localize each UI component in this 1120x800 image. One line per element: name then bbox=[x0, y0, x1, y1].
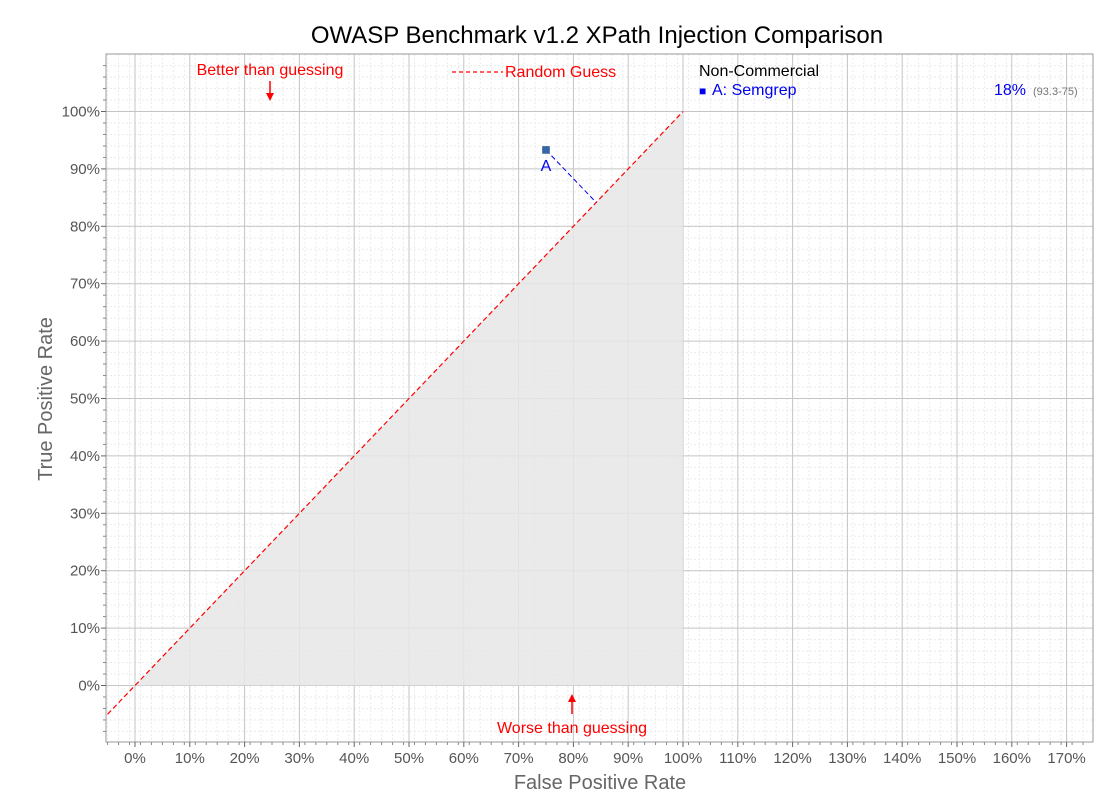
legend-entry-label: A: Semgrep bbox=[712, 82, 797, 99]
better-than-guessing-label: Better than guessing bbox=[197, 62, 344, 79]
x-tick-label: 130% bbox=[828, 750, 866, 767]
y-tick-label: 60% bbox=[70, 333, 100, 350]
x-tick-label: 70% bbox=[504, 750, 534, 767]
y-tick-label: 30% bbox=[70, 505, 100, 522]
x-axis-label: False Positive Rate bbox=[514, 772, 686, 794]
x-tick-label: 40% bbox=[339, 750, 369, 767]
up-arrow-icon bbox=[568, 694, 576, 714]
y-tick-label: 40% bbox=[70, 448, 100, 465]
x-tick-label: 60% bbox=[449, 750, 479, 767]
x-tick-label: 160% bbox=[993, 750, 1031, 767]
worse-than-guessing-label: Worse than guessing bbox=[497, 720, 647, 737]
y-tick-label: 0% bbox=[78, 678, 100, 695]
x-tick-label: 0% bbox=[124, 750, 146, 767]
x-tick-label: 100% bbox=[664, 750, 702, 767]
x-tick-label: 30% bbox=[284, 750, 314, 767]
x-tick-label: 120% bbox=[773, 750, 811, 767]
chart-title: OWASP Benchmark v1.2 XPath Injection Com… bbox=[311, 22, 883, 49]
x-tick-label: 110% bbox=[719, 750, 756, 767]
y-tick-label: 90% bbox=[70, 161, 100, 178]
x-tick-label: 90% bbox=[613, 750, 643, 767]
y-tick-label: 80% bbox=[70, 218, 100, 235]
plot-area: 0% 10% 20% 30% 40% 50% 60% 70% 80% 90% 100% 110% 120… bbox=[62, 53, 1094, 767]
x-tick-label: 80% bbox=[558, 750, 588, 767]
distance-to-guess-line bbox=[545, 149, 597, 203]
x-tick-label: 10% bbox=[175, 750, 205, 767]
x-tick-label: 140% bbox=[883, 750, 921, 767]
down-arrow-icon bbox=[266, 81, 274, 101]
legend-group-title: Non-Commercial bbox=[699, 63, 819, 80]
y-axis-label: True Positive Rate bbox=[35, 317, 57, 481]
x-tick-label: 170% bbox=[1047, 750, 1085, 767]
legend-marker-icon: ■ bbox=[699, 84, 706, 98]
x-tick-label: 50% bbox=[394, 750, 424, 767]
legend-entry-detail: (93.3-75) bbox=[1033, 86, 1078, 98]
legend-entry-score: 18% bbox=[994, 82, 1026, 99]
data-point-a bbox=[542, 146, 550, 154]
x-tick-label: 150% bbox=[938, 750, 976, 767]
random-guess-line bbox=[107, 111, 684, 715]
data-point-label: A bbox=[541, 158, 552, 175]
y-tick-label: 50% bbox=[70, 391, 100, 408]
y-tick-label: 20% bbox=[70, 563, 100, 580]
x-tick-label: 20% bbox=[230, 750, 260, 767]
random-guess-legend-label: Random Guess bbox=[505, 64, 616, 81]
y-tick-label: 10% bbox=[70, 620, 100, 637]
y-tick-label: 100% bbox=[62, 104, 100, 121]
y-tick-label: 70% bbox=[70, 276, 100, 293]
